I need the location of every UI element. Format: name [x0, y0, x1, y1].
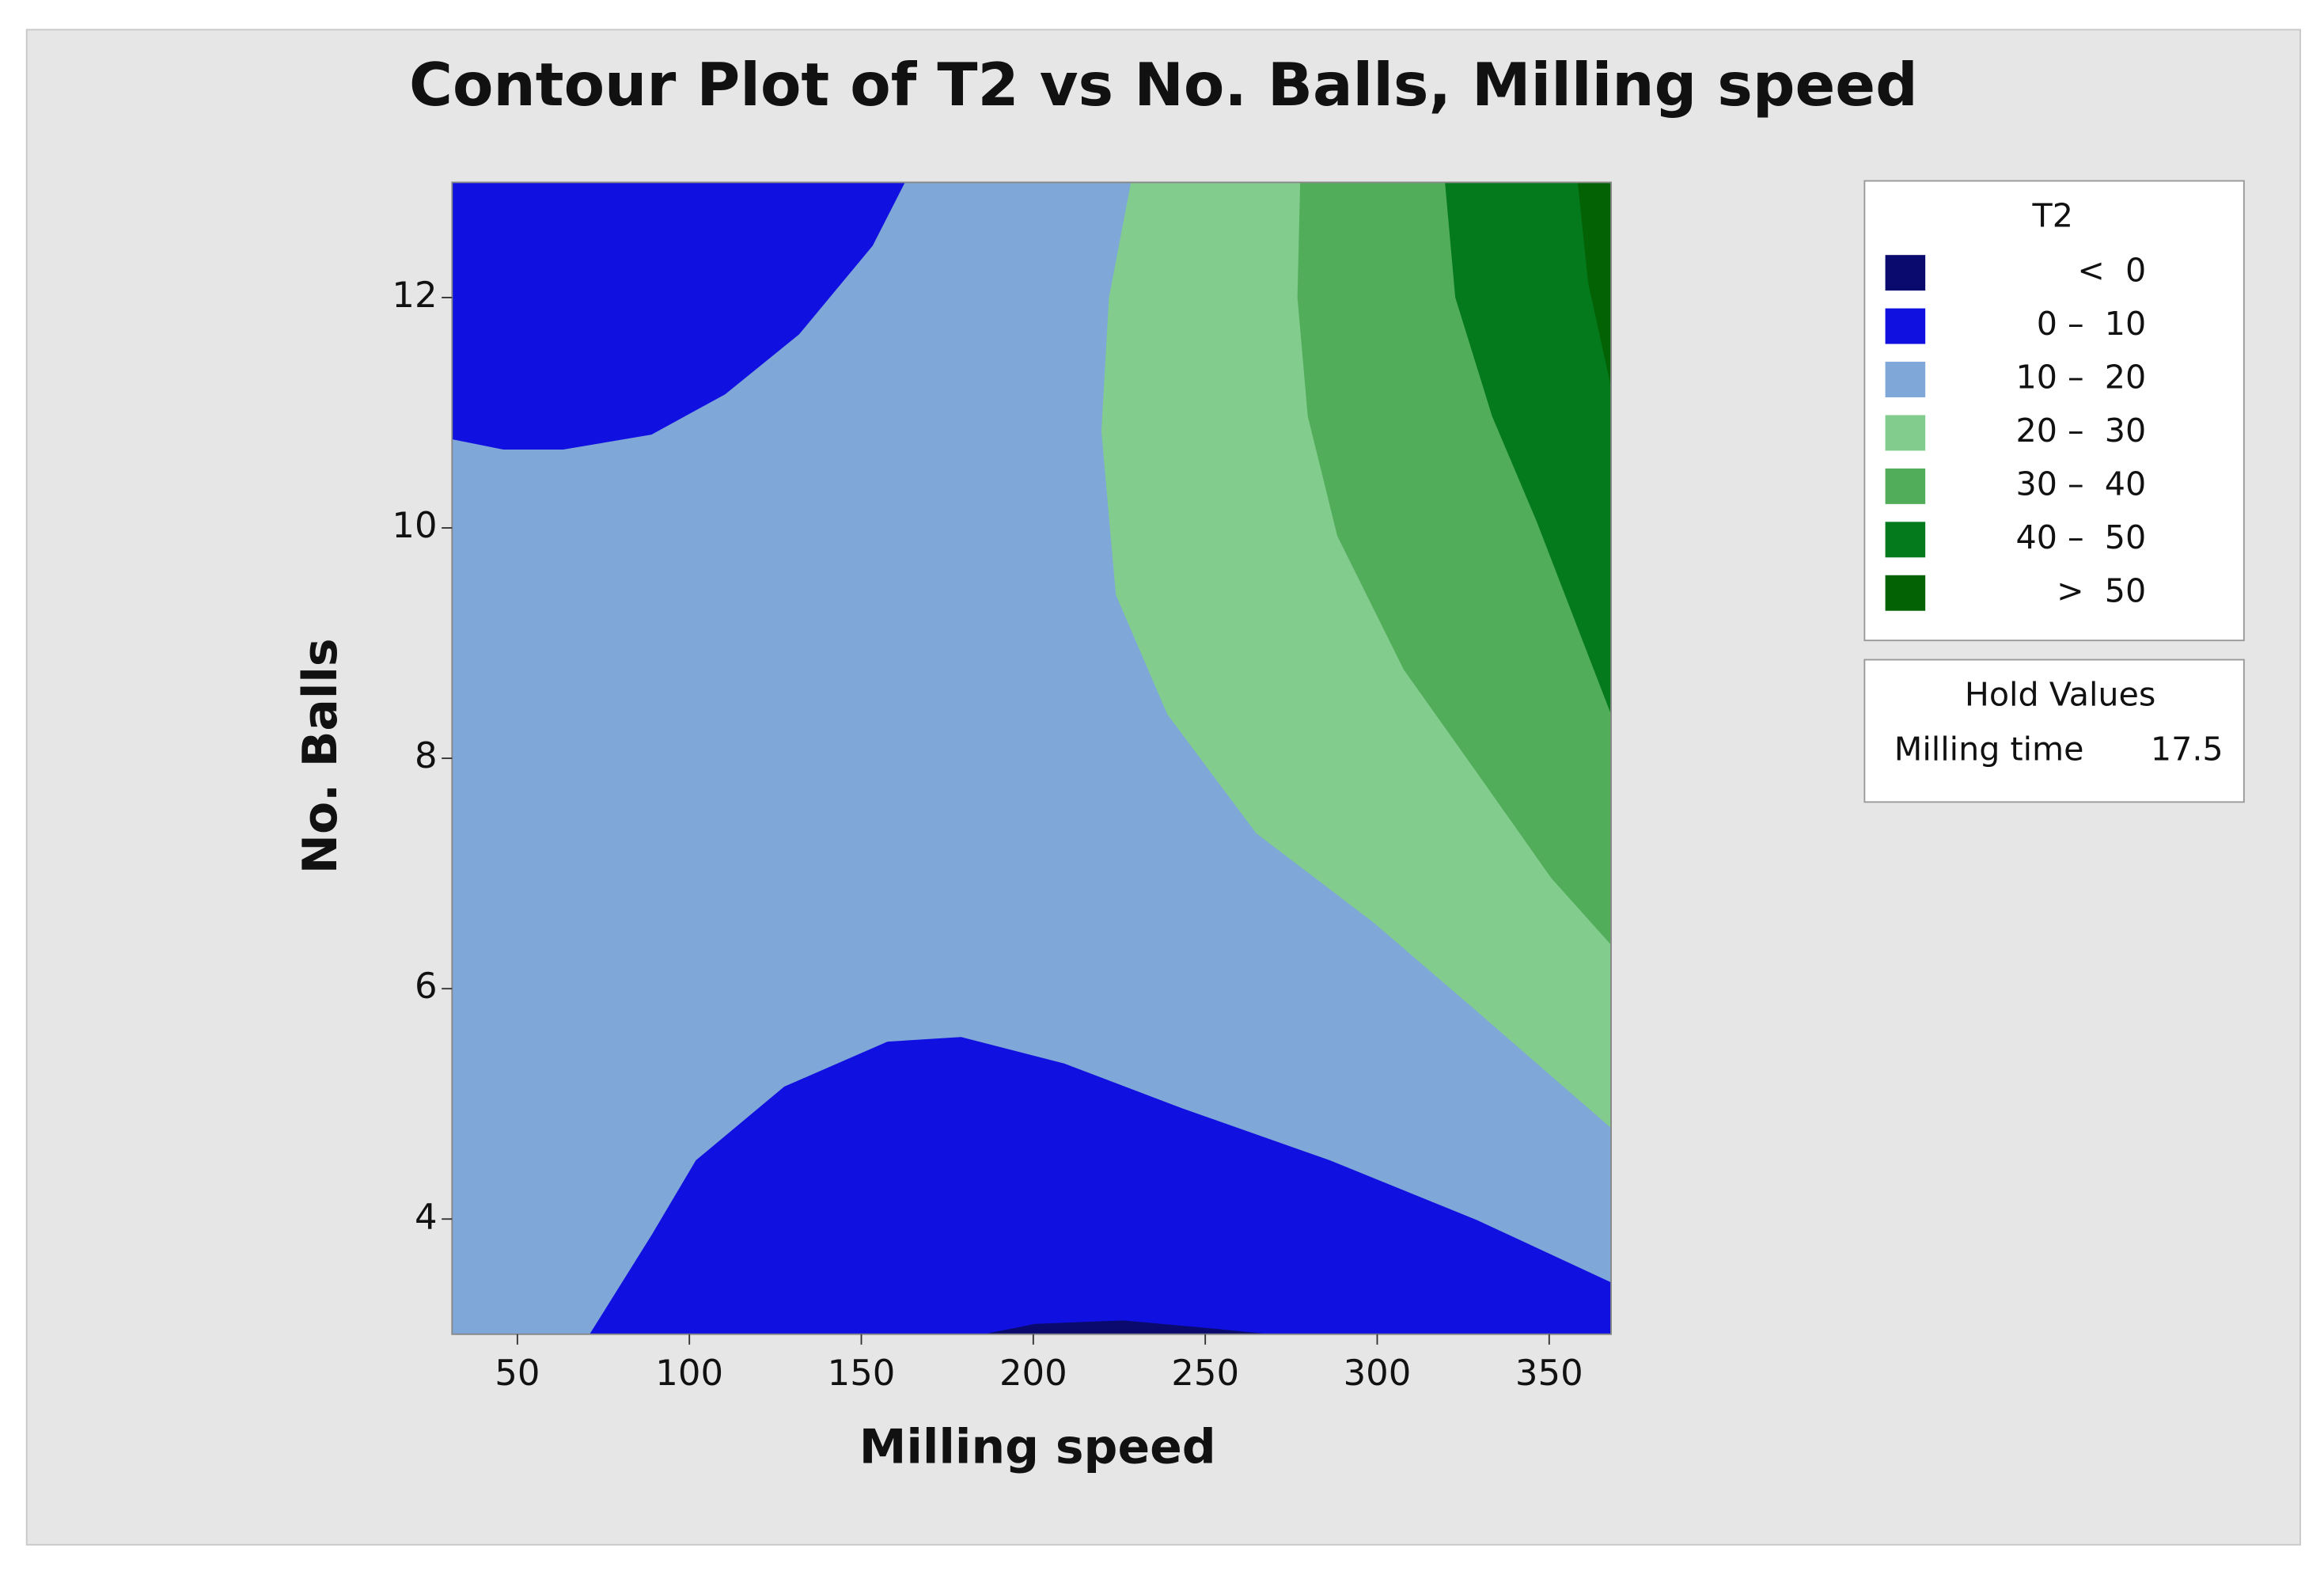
x-tick-label: 200 — [999, 1352, 1067, 1394]
legend-swatch — [1885, 575, 1926, 611]
legend-swatch — [1885, 522, 1926, 558]
hold-title: Hold Values — [1965, 675, 2155, 713]
contour-region — [452, 182, 905, 450]
legend-label: 30 – 40 — [2016, 465, 2147, 503]
legend-label: 10 – 20 — [2016, 359, 2147, 397]
y-tick-label: 4 — [415, 1195, 438, 1237]
plot-area: 50 100 150 200 250 300 350 4 6 8 10 12 — [392, 181, 1612, 1394]
hold-value: 17.5 — [2151, 731, 2224, 769]
y-axis-label: No. Balls — [293, 638, 348, 874]
y-tick-label: 6 — [415, 965, 438, 1007]
hold-box — [1863, 658, 2245, 803]
contour-region — [590, 1037, 1612, 1334]
legend-swatch — [1885, 308, 1926, 344]
y-tick-label: 12 — [392, 274, 437, 316]
legend-label: 0 – 10 — [2037, 305, 2147, 343]
legend-swatch — [1885, 362, 1926, 398]
legend-swatch — [1885, 415, 1926, 451]
legend-label: 40 – 50 — [2016, 518, 2147, 556]
legend: < 0 0 – 10 10 – 20 20 – 30 30 – 40 40 – 50 > 5… — [1885, 252, 2147, 611]
x-tick-label: 150 — [828, 1352, 896, 1394]
legend-label: > 50 — [2057, 571, 2146, 609]
x-tick-label: 100 — [655, 1352, 723, 1394]
y-tick-label: 10 — [392, 504, 437, 546]
x-tick-label: 50 — [495, 1352, 540, 1394]
legend-swatch — [1885, 255, 1926, 291]
x-tick-label: 250 — [1171, 1352, 1239, 1394]
y-tick-label: 8 — [415, 734, 438, 776]
legend-title: T2 — [2032, 196, 2073, 234]
x-tick-label: 300 — [1344, 1352, 1412, 1394]
contour-region — [1577, 182, 1612, 388]
hold-name: Milling time — [1894, 731, 2084, 769]
legend-swatch — [1885, 468, 1926, 504]
legend-label: < 0 — [2077, 252, 2146, 290]
contour-region — [1445, 182, 1612, 715]
x-tick-label: 350 — [1515, 1352, 1583, 1394]
chart-title: Contour Plot of T2 vs No. Balls, Milling… — [409, 50, 1918, 120]
x-axis-label: Milling speed — [859, 1419, 1216, 1474]
legend-label: 20 – 30 — [2016, 412, 2147, 450]
legend-box — [1863, 180, 2245, 642]
contour-region — [983, 1320, 1271, 1334]
